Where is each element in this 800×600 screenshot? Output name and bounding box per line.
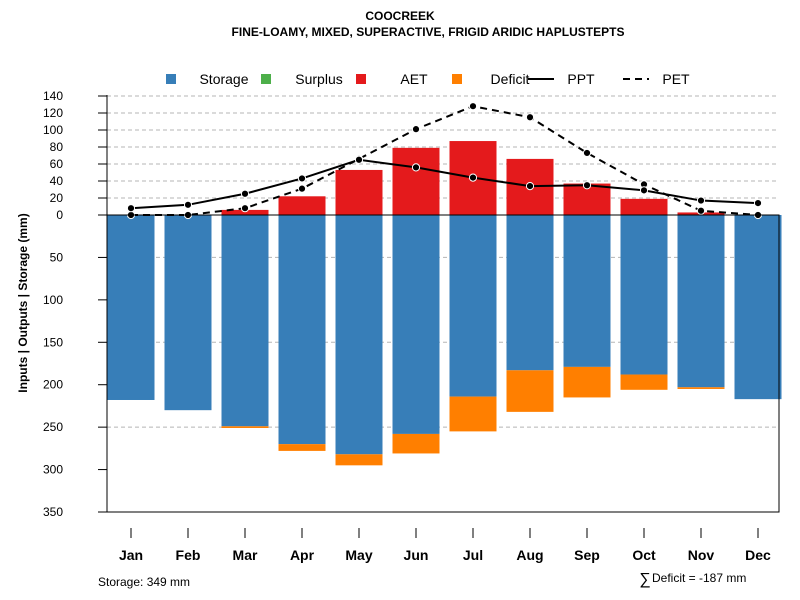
storage-legend-swatch: [166, 74, 176, 84]
pet-point: [696, 206, 706, 215]
deficit-legend-swatch: [452, 74, 462, 84]
ppt-point: [183, 200, 193, 209]
deficit-bar: [278, 444, 326, 451]
aet-bar: [620, 198, 668, 215]
storage-bar: [563, 215, 611, 367]
ppt-point: [753, 199, 763, 208]
lines: [126, 102, 763, 220]
y-tick-label: 250: [43, 420, 63, 434]
pet-point: [411, 125, 421, 134]
storage-bar: [335, 215, 383, 455]
aet-bar: [335, 169, 383, 215]
storage-note: Storage: 349 mm: [98, 575, 190, 589]
ppt-point: [639, 186, 649, 195]
storage-bar: [734, 215, 782, 400]
ppt-point: [696, 196, 706, 205]
month-label: Nov: [688, 547, 715, 563]
storage-legend-label: Storage: [199, 71, 248, 87]
aet-legend-label: AET: [400, 71, 428, 87]
storage-bar: [164, 215, 212, 411]
pet-point: [468, 102, 478, 111]
aet-bar: [392, 147, 440, 215]
deficit-bar: [335, 454, 383, 466]
month-label: Jan: [119, 547, 143, 563]
month-label: Oct: [632, 547, 656, 563]
surplus-legend-swatch: [261, 74, 271, 84]
deficit-bar: [563, 366, 611, 398]
y-tick-label: 40: [50, 174, 64, 188]
ppt-point: [582, 181, 592, 190]
legend: Storage Surplus AET Deficit PPT PET: [166, 71, 690, 87]
deficit-bar: [221, 426, 269, 428]
y-tick-label: 140: [43, 89, 63, 103]
y-tick-label: 150: [43, 335, 63, 349]
y-tick-label: 100: [43, 123, 63, 137]
y-tick-label: 100: [43, 293, 63, 307]
y-tick-label: 20: [50, 191, 64, 205]
x-axis-ticks: Jan Feb Mar Apr May Jun Jul Aug Sep Oct Nov Dec: [119, 528, 771, 563]
month-label: May: [345, 547, 372, 563]
y-tick-label: 60: [50, 157, 64, 171]
deficit-bar: [506, 370, 554, 412]
y-axis-label: Inputs | Outputs | Storage (mm): [16, 213, 30, 392]
ppt-point: [525, 182, 535, 191]
deficit-bar: [620, 374, 668, 390]
y-tick-label: 50: [50, 250, 64, 264]
month-label: Feb: [176, 547, 201, 563]
ppt-point: [126, 204, 136, 213]
deficit-bar: [449, 396, 497, 432]
grid-lines: [107, 95, 779, 428]
pet-point: [525, 113, 535, 122]
aet-legend-swatch: [356, 74, 366, 84]
ppt-legend-label: PPT: [567, 71, 595, 87]
month-label: Mar: [233, 547, 258, 563]
ppt-point: [354, 155, 364, 164]
y-tick-label: 350: [43, 505, 63, 519]
surplus-legend-label: Surplus: [295, 71, 342, 87]
storage-bar: [506, 215, 554, 371]
storage-bar: [449, 215, 497, 397]
y-tick-label: 300: [43, 463, 63, 477]
ppt-point: [240, 189, 250, 198]
month-label: Apr: [290, 547, 315, 563]
storage-bar: [392, 215, 440, 434]
storage-bar: [278, 215, 326, 445]
aet-bar: [221, 209, 269, 215]
month-label: Jul: [463, 547, 483, 563]
y-tick-label: 0: [56, 208, 63, 222]
storage-bar: [620, 215, 668, 375]
chart-subtitle: FINE-LOAMY, MIXED, SUPERACTIVE, FRIGID A…: [232, 25, 625, 39]
month-label: Dec: [745, 547, 771, 563]
month-label: Sep: [574, 547, 600, 563]
y-axis-ticks: 0 20 40 60 80 100 120 140 50 100 150 200 250 300 350: [43, 89, 107, 519]
pet-point: [240, 204, 250, 213]
ppt-line: [130, 158, 759, 210]
y-tick-label: 120: [43, 106, 63, 120]
y-tick-label: 80: [50, 140, 64, 154]
pet-line: [131, 105, 759, 216]
deficit-bar: [392, 433, 440, 454]
storage-bar: [677, 215, 725, 388]
ppt-point: [297, 174, 307, 183]
ppt-point: [468, 173, 478, 182]
lower-plot-frame: [106, 214, 780, 513]
deficit-bar: [677, 387, 725, 389]
pet-point: [582, 148, 592, 158]
pet-point: [297, 184, 307, 193]
month-label: Aug: [516, 547, 543, 563]
deficit-note: Deficit = -187 mm: [652, 571, 746, 585]
storage-bar: [221, 215, 269, 427]
storage-bar: [107, 215, 155, 400]
sum-symbol: ∑: [639, 571, 650, 588]
chart-title: COOCREEK: [365, 9, 435, 23]
aet-bar: [278, 196, 326, 215]
month-label: Jun: [404, 547, 429, 563]
bars: [107, 141, 782, 466]
pet-legend-label: PET: [662, 71, 690, 87]
y-tick-label: 200: [43, 378, 63, 392]
ppt-point: [411, 163, 421, 172]
deficit-legend-label: Deficit: [491, 71, 530, 87]
